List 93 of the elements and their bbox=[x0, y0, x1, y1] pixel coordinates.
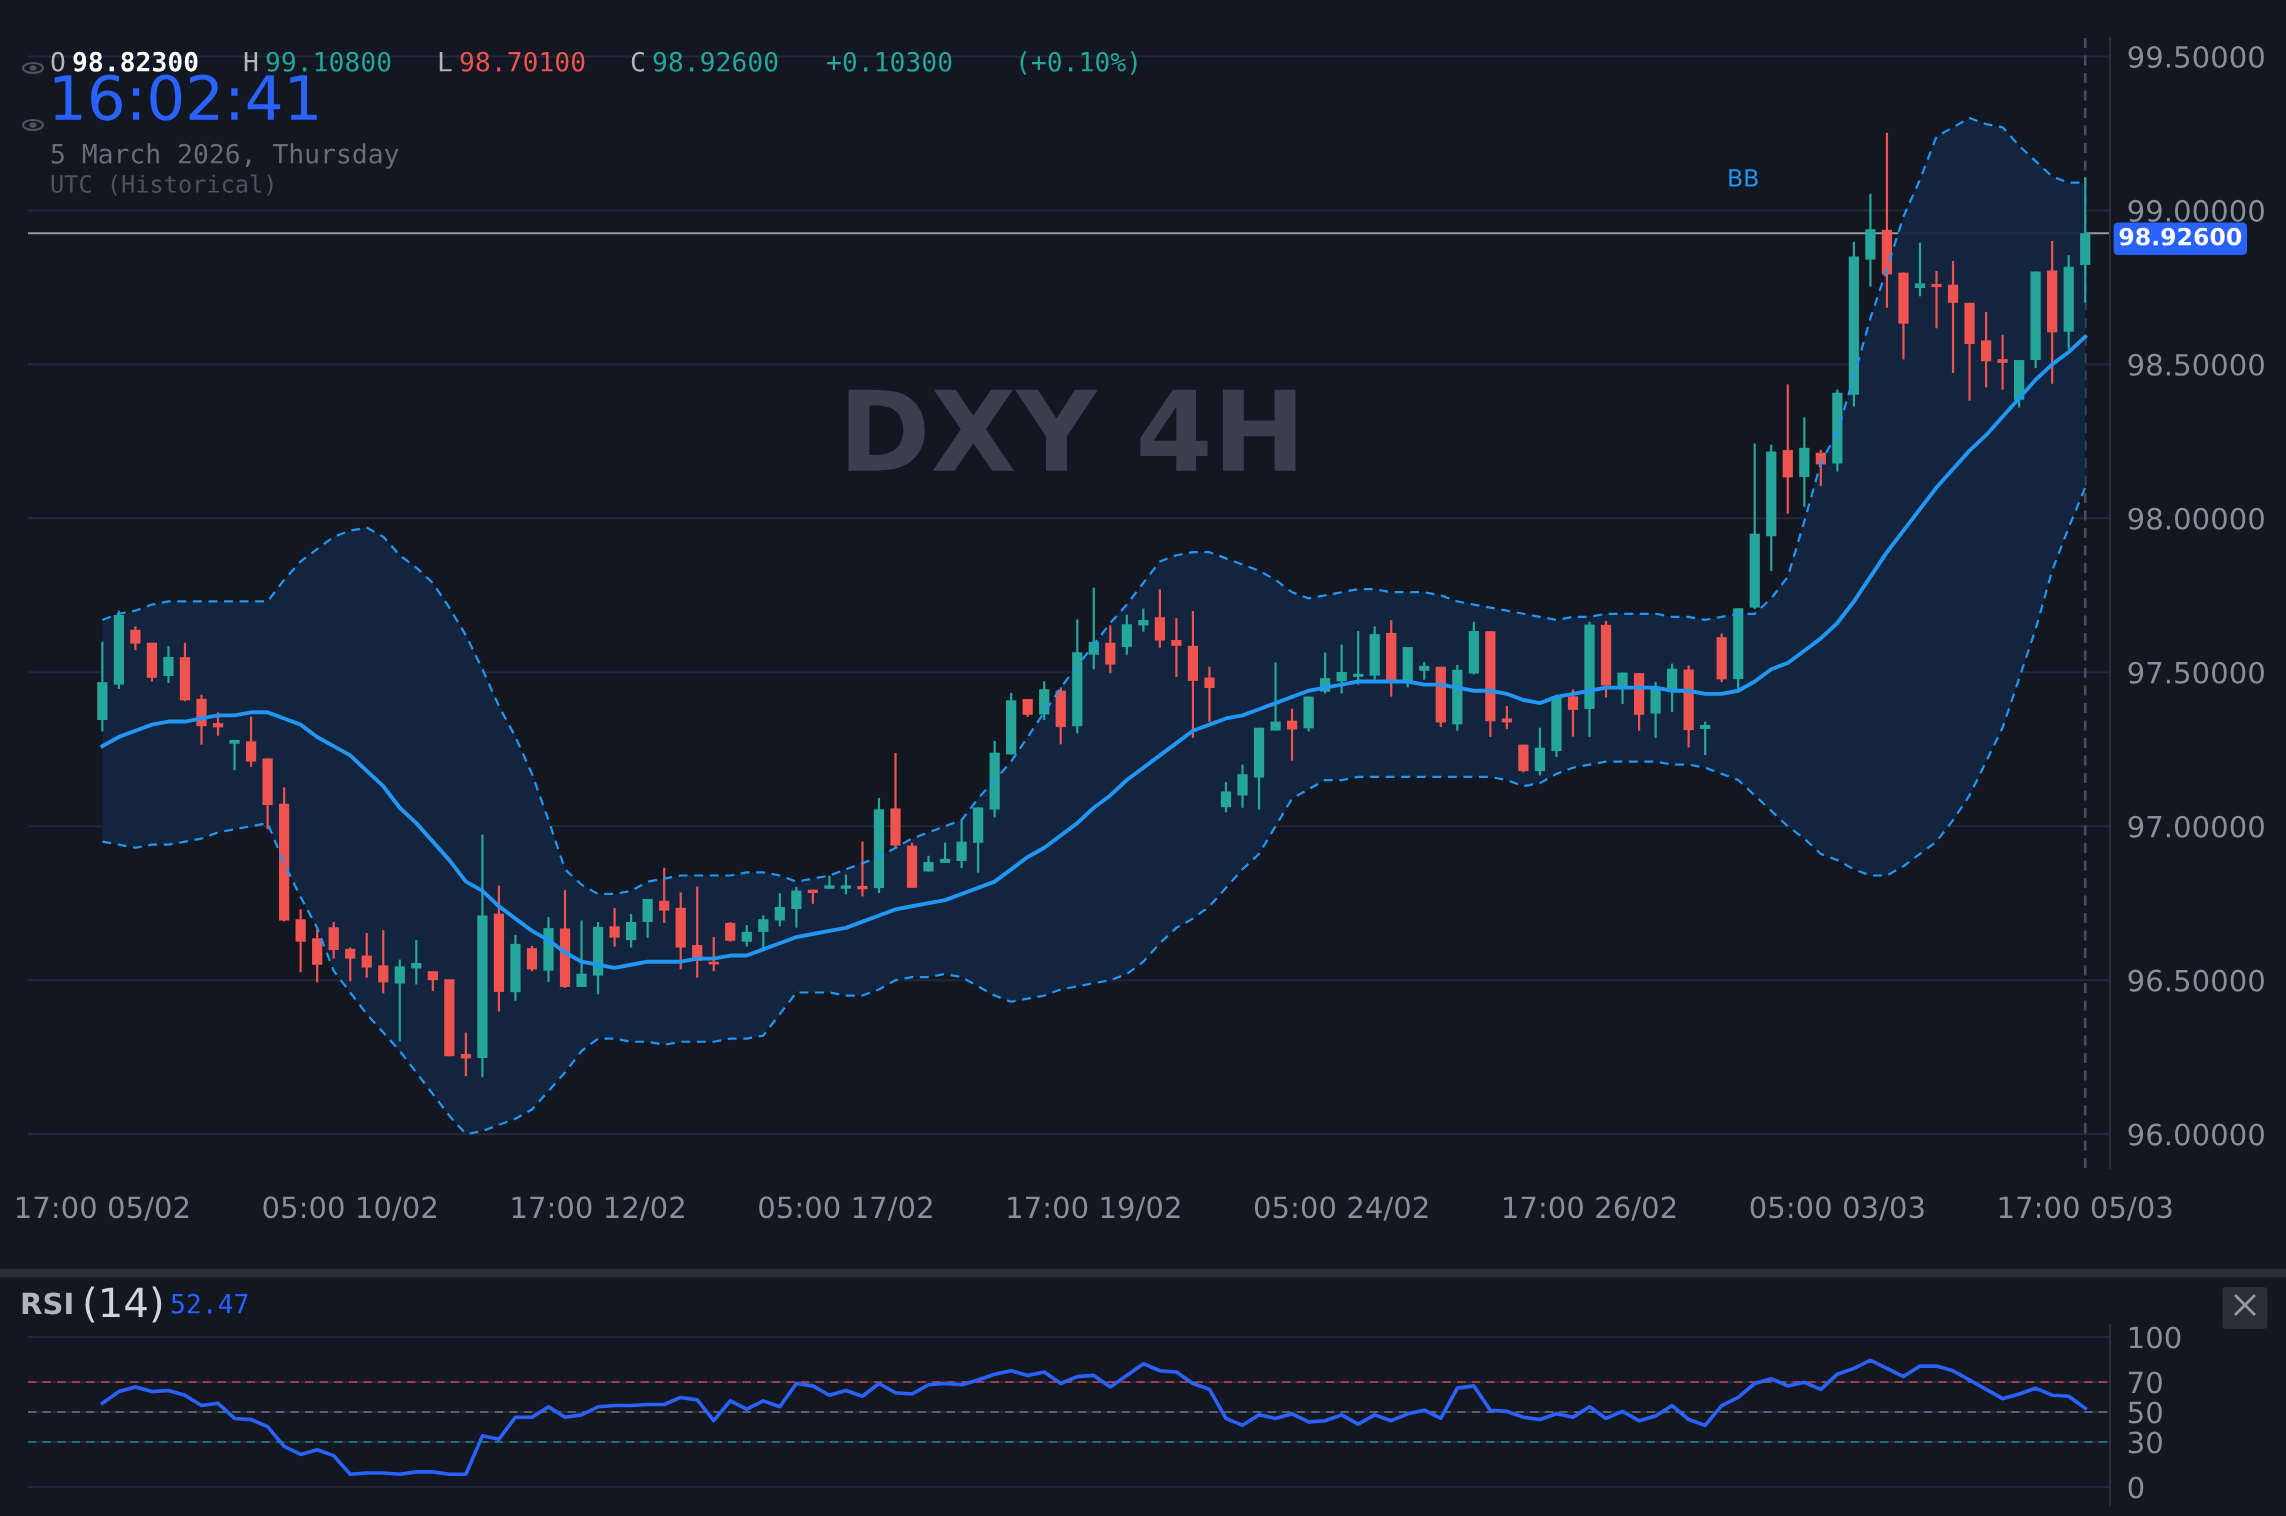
candlestick bbox=[1534, 726, 1546, 777]
candlestick bbox=[1980, 310, 1992, 389]
candlestick bbox=[741, 923, 752, 948]
candlestick bbox=[1567, 688, 1579, 738]
candlestick bbox=[1105, 624, 1116, 675]
y-tick-label: 97.50000 bbox=[2128, 661, 2264, 684]
candlestick bbox=[1270, 661, 1281, 732]
x-tick-label: 17:00 05/02 bbox=[16, 1196, 189, 1221]
candlestick bbox=[725, 920, 736, 943]
x-tick-label: 05:00 03/03 bbox=[1750, 1196, 1924, 1221]
annotation: L bbox=[439, 52, 452, 72]
candlestick bbox=[659, 866, 670, 925]
candlestick bbox=[857, 840, 868, 898]
annotation: UTC (Historical) bbox=[51, 174, 273, 196]
candlestick bbox=[824, 874, 835, 890]
candlestick bbox=[1353, 629, 1364, 686]
y-tick-label: 99.00000 bbox=[2128, 199, 2264, 222]
candlestick bbox=[840, 873, 852, 896]
candlestick bbox=[791, 885, 802, 929]
candlestick bbox=[295, 908, 306, 974]
y-tick-label: 98.00000 bbox=[2128, 507, 2264, 530]
y-tick-label: 50 bbox=[2128, 1401, 2162, 1424]
candlestick bbox=[1997, 333, 2008, 391]
annotation: 98.70100 bbox=[460, 51, 585, 72]
annotation: (+0.10%) bbox=[1020, 51, 1137, 75]
y-tick-label: 99.50000 bbox=[2128, 45, 2264, 68]
candlestick bbox=[394, 958, 405, 1043]
chart-subtitle: (14) bbox=[85, 1286, 162, 1323]
y-tick-label: 100 bbox=[2129, 1326, 2181, 1349]
line-series bbox=[100, 334, 2088, 970]
candlestick bbox=[1947, 259, 1959, 375]
candlestick bbox=[1154, 588, 1165, 649]
candlestick bbox=[245, 715, 257, 768]
candlestick bbox=[361, 931, 372, 979]
x-tick-label: 17:00 19/02 bbox=[1008, 1196, 1180, 1221]
candlestick bbox=[427, 970, 438, 993]
line-series bbox=[100, 1358, 2088, 1477]
annotation: 16:02:41 bbox=[54, 74, 317, 121]
annotation: BB bbox=[1729, 169, 1758, 187]
candlestick bbox=[939, 841, 951, 864]
x-tick-label: 05:00 17/02 bbox=[759, 1196, 932, 1221]
candlestick bbox=[1121, 613, 1132, 656]
candlestick bbox=[1286, 707, 1298, 762]
candlestick bbox=[956, 819, 967, 870]
candlestick bbox=[1914, 241, 1926, 298]
text: 52.47 bbox=[171, 1293, 248, 1314]
ref-line-label: 98.92600 bbox=[2119, 227, 2242, 246]
candlestick bbox=[774, 892, 785, 928]
candlestick bbox=[345, 946, 356, 983]
annotation: 99.10800 bbox=[266, 51, 391, 72]
y-tick-label: 98.50000 bbox=[2128, 353, 2264, 376]
candlestick bbox=[1501, 705, 1512, 731]
candlestick bbox=[576, 919, 587, 989]
candlestick bbox=[1667, 662, 1678, 714]
candlestick bbox=[1237, 763, 1248, 809]
candlestick bbox=[1336, 643, 1347, 695]
x-tick-label: 17:00 05/03 bbox=[1999, 1196, 2172, 1221]
candlestick bbox=[328, 920, 339, 960]
y-tick-label: 96.00000 bbox=[2128, 1123, 2264, 1146]
annotation: 98.82300 bbox=[73, 51, 198, 72]
annotation: +0.10300 bbox=[827, 51, 952, 72]
text: O bbox=[51, 51, 65, 72]
candlestick bbox=[1700, 720, 1711, 757]
y-tick-label: 30 bbox=[2128, 1431, 2162, 1454]
candlestick bbox=[460, 1031, 471, 1078]
candlestick bbox=[130, 625, 141, 652]
candlestick bbox=[1171, 616, 1182, 679]
y-tick-label: 96.50000 bbox=[2128, 969, 2264, 992]
line-series bbox=[101, 486, 2087, 1136]
candlestick bbox=[229, 738, 240, 772]
x-tick-label: 05:00 10/02 bbox=[263, 1196, 436, 1221]
candlestick bbox=[163, 645, 174, 685]
candlestick bbox=[642, 897, 653, 939]
candlestick bbox=[758, 914, 769, 950]
x-tick-label: 17:00 26/02 bbox=[1504, 1196, 1676, 1221]
x-tick-label: 05:00 24/02 bbox=[1254, 1196, 1428, 1221]
y-tick-label: 70 bbox=[2129, 1371, 2162, 1394]
annotation: 98.92600 bbox=[653, 51, 778, 72]
candlestick bbox=[1931, 269, 1942, 330]
chart-title: RSI bbox=[22, 1292, 72, 1315]
y-tick-label: 97.00000 bbox=[2128, 815, 2264, 838]
x-tick-label: 17:00 12/02 bbox=[512, 1196, 684, 1221]
candlestick bbox=[626, 912, 637, 949]
candlestick bbox=[1204, 665, 1215, 723]
candlestick bbox=[378, 929, 389, 995]
annotation: 5 March 2026, Thursday bbox=[51, 143, 399, 169]
candlestick bbox=[526, 944, 538, 973]
candlestick bbox=[609, 907, 620, 948]
annotation: C bbox=[631, 51, 644, 72]
annotation: H bbox=[244, 52, 258, 72]
candlestick bbox=[1220, 781, 1232, 814]
y-tick-label: 0 bbox=[2128, 1476, 2144, 1499]
candlestick bbox=[212, 711, 224, 737]
